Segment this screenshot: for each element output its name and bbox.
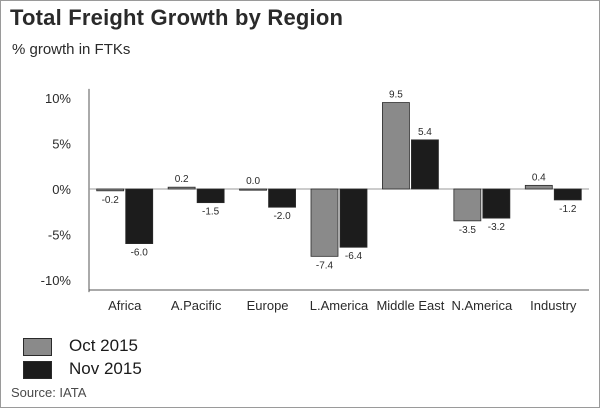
y-tick-label-10: 10% bbox=[45, 91, 71, 106]
bar-nov-2015-l-america bbox=[339, 188, 368, 248]
bar-oct-2015-a-pacific bbox=[167, 186, 196, 190]
x-tick-label-n-america: N.America bbox=[452, 298, 513, 313]
x-tick-label-europe: Europe bbox=[247, 298, 289, 313]
bar-oct-2015-n-america bbox=[453, 188, 482, 222]
bar-oct-2015-industry bbox=[524, 184, 553, 190]
x-tick-label-middle-east: Middle East bbox=[376, 298, 444, 313]
legend-swatch-oct-2015 bbox=[23, 338, 52, 356]
data-label-oct-2015-industry: 0.4 bbox=[532, 172, 546, 183]
y-tick-label-10: -10% bbox=[41, 273, 72, 288]
y-tick-label-5: -5% bbox=[48, 228, 72, 243]
bar-nov-2015-industry bbox=[553, 188, 582, 201]
x-tick-label-l-america: L.America bbox=[310, 298, 369, 313]
data-label-nov-2015-europe: -2.0 bbox=[273, 211, 291, 222]
bar-nov-2015-middle-east bbox=[411, 139, 439, 190]
data-label-nov-2015-n-america: -3.2 bbox=[488, 222, 506, 233]
bar-oct-2015-l-america bbox=[310, 188, 339, 257]
data-label-oct-2015-africa: -0.2 bbox=[102, 195, 120, 206]
legend-swatch-nov-2015 bbox=[23, 361, 52, 379]
y-tick-label-0: 0% bbox=[52, 182, 71, 197]
data-label-nov-2015-a-pacific: -1.5 bbox=[202, 207, 220, 218]
bar-nov-2015-n-america bbox=[482, 188, 511, 219]
data-label-oct-2015-n-america: -3.5 bbox=[459, 225, 477, 236]
x-tick-label-a-pacific: A.Pacific bbox=[171, 298, 222, 313]
legend-label-nov-2015: Nov 2015 bbox=[69, 359, 142, 378]
legend-label-oct-2015: Oct 2015 bbox=[69, 336, 138, 355]
bar-nov-2015-a-pacific bbox=[196, 188, 225, 204]
bar-nov-2015-africa bbox=[125, 188, 154, 244]
x-tick-label-africa: Africa bbox=[108, 298, 142, 313]
data-label-nov-2015-l-america: -6.4 bbox=[345, 251, 363, 262]
x-tick-label-industry: Industry bbox=[530, 298, 577, 313]
data-label-nov-2015-middle-east: 5.4 bbox=[418, 127, 432, 138]
bar-oct-2015-europe bbox=[239, 188, 267, 191]
y-tick-label-5: 5% bbox=[52, 137, 71, 152]
data-label-oct-2015-a-pacific: 0.2 bbox=[175, 174, 189, 185]
chart-title: Total Freight Growth by Region bbox=[10, 5, 344, 30]
data-label-oct-2015-middle-east: 9.5 bbox=[389, 90, 403, 101]
data-label-oct-2015-europe: 0.0 bbox=[246, 176, 260, 187]
source-note: Source: IATA bbox=[11, 385, 87, 400]
bar-nov-2015-europe bbox=[268, 188, 296, 208]
data-label-nov-2015-industry: -1.2 bbox=[559, 204, 577, 215]
data-label-nov-2015-africa: -6.0 bbox=[131, 248, 149, 259]
bar-oct-2015-middle-east bbox=[382, 102, 410, 190]
chart-subtitle: % growth in FTKs bbox=[12, 41, 131, 58]
bar-oct-2015-africa bbox=[96, 188, 125, 192]
data-label-oct-2015-l-america: -7.4 bbox=[316, 260, 334, 271]
